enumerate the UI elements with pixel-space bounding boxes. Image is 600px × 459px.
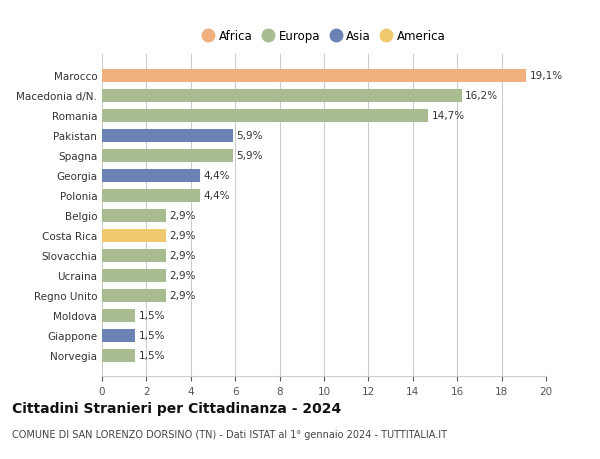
Text: COMUNE DI SAN LORENZO DORSINO (TN) - Dati ISTAT al 1° gennaio 2024 - TUTTITALIA.: COMUNE DI SAN LORENZO DORSINO (TN) - Dat… xyxy=(12,429,447,439)
Text: Cittadini Stranieri per Cittadinanza - 2024: Cittadini Stranieri per Cittadinanza - 2… xyxy=(12,402,341,415)
Text: 4,4%: 4,4% xyxy=(203,191,230,201)
Text: 2,9%: 2,9% xyxy=(170,291,196,301)
Bar xyxy=(102,90,461,102)
Text: 5,9%: 5,9% xyxy=(236,131,263,141)
Text: 2,9%: 2,9% xyxy=(170,231,196,241)
Text: 1,5%: 1,5% xyxy=(139,330,165,340)
Bar xyxy=(102,129,233,142)
Text: 14,7%: 14,7% xyxy=(431,111,465,121)
Bar xyxy=(102,269,166,282)
Text: 4,4%: 4,4% xyxy=(203,171,230,181)
Legend: Africa, Europa, Asia, America: Africa, Europa, Asia, America xyxy=(197,26,451,48)
Text: 2,9%: 2,9% xyxy=(170,211,196,221)
Bar xyxy=(102,169,200,182)
Bar xyxy=(102,329,136,342)
Bar xyxy=(102,349,136,362)
Bar xyxy=(102,309,136,322)
Bar xyxy=(102,289,166,302)
Bar xyxy=(102,249,166,262)
Text: 1,5%: 1,5% xyxy=(139,350,165,360)
Text: 1,5%: 1,5% xyxy=(139,310,165,320)
Bar xyxy=(102,209,166,222)
Bar xyxy=(102,150,233,162)
Bar xyxy=(102,110,428,123)
Bar xyxy=(102,229,166,242)
Bar xyxy=(102,189,200,202)
Bar xyxy=(102,70,526,83)
Text: 2,9%: 2,9% xyxy=(170,251,196,261)
Text: 2,9%: 2,9% xyxy=(170,270,196,280)
Text: 5,9%: 5,9% xyxy=(236,151,263,161)
Text: 16,2%: 16,2% xyxy=(465,91,498,101)
Text: 19,1%: 19,1% xyxy=(529,71,562,81)
